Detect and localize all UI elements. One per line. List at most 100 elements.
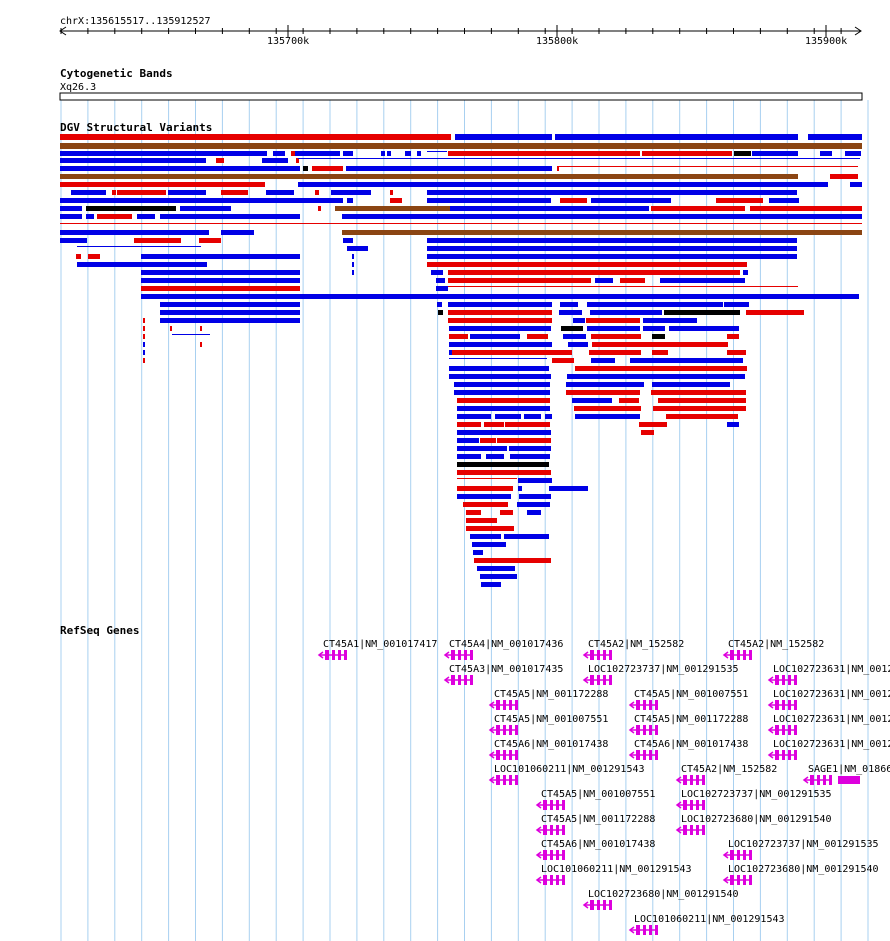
structural-variant[interactable] xyxy=(727,334,739,339)
structural-variant[interactable] xyxy=(180,206,204,211)
structural-variant[interactable] xyxy=(591,198,671,203)
structural-variant[interactable] xyxy=(567,374,589,379)
structural-variant[interactable] xyxy=(568,342,588,347)
structural-variant[interactable] xyxy=(143,318,145,323)
structural-variant[interactable] xyxy=(746,310,804,315)
gene-feature[interactable]: CT45A2|NM_152582 xyxy=(722,639,824,660)
structural-variant[interactable] xyxy=(752,151,798,156)
structural-variant[interactable] xyxy=(555,134,798,140)
structural-variant[interactable] xyxy=(390,198,402,203)
structural-variant[interactable] xyxy=(727,422,739,427)
gene-feature[interactable]: CT45A6|NM_001017438 xyxy=(535,839,655,860)
gene-feature[interactable]: LOC101060211|NM_001291543 xyxy=(628,914,785,935)
structural-variant[interactable] xyxy=(566,390,640,395)
structural-variant[interactable] xyxy=(77,246,201,247)
structural-variant[interactable] xyxy=(660,278,745,283)
cytoband-track[interactable]: Cytogenetic Bands Xq26.3 xyxy=(59,67,863,101)
structural-variant[interactable] xyxy=(639,422,667,427)
structural-variant[interactable] xyxy=(641,430,654,435)
structural-variant[interactable] xyxy=(449,342,552,347)
structural-variant[interactable] xyxy=(457,406,550,411)
structural-variant[interactable] xyxy=(60,223,862,224)
structural-variant[interactable] xyxy=(390,190,393,195)
structural-variant[interactable] xyxy=(436,286,448,291)
structural-variant[interactable] xyxy=(545,414,552,419)
structural-variant[interactable] xyxy=(160,318,300,323)
structural-variant[interactable] xyxy=(470,534,501,539)
structural-variant[interactable] xyxy=(141,278,300,283)
structural-variant[interactable] xyxy=(652,334,665,339)
structural-variant[interactable] xyxy=(143,350,145,355)
structural-variant[interactable] xyxy=(448,270,740,275)
refseq-track[interactable]: RefSeq Genes CT45A1|NM_001017417 CT45A4|N… xyxy=(60,624,890,935)
gene-feature[interactable]: CT45A5|NM_001007551 xyxy=(628,689,748,710)
structural-variant[interactable] xyxy=(466,510,481,515)
structural-variant[interactable] xyxy=(448,286,798,287)
structural-variant[interactable] xyxy=(457,470,551,475)
structural-variant[interactable] xyxy=(449,350,453,355)
structural-variant[interactable] xyxy=(141,286,300,291)
structural-variant[interactable] xyxy=(653,406,746,411)
structural-variant[interactable] xyxy=(652,382,730,387)
structural-variant[interactable] xyxy=(141,270,300,275)
structural-variant[interactable] xyxy=(221,190,248,195)
structural-variant[interactable] xyxy=(524,414,541,419)
gene-feature[interactable]: LOC101060211|NM_001291543 xyxy=(488,764,645,785)
structural-variant[interactable] xyxy=(86,214,94,219)
structural-variant[interactable] xyxy=(651,390,746,395)
structural-variant[interactable] xyxy=(200,326,202,331)
structural-variant[interactable] xyxy=(262,158,288,163)
structural-variant[interactable] xyxy=(457,494,511,499)
structural-variant[interactable] xyxy=(76,254,81,259)
structural-variant[interactable] xyxy=(845,151,861,156)
structural-variant[interactable] xyxy=(298,182,828,187)
cytoband-ideogram[interactable] xyxy=(59,92,863,101)
structural-variant[interactable] xyxy=(480,438,496,443)
gene-feature[interactable]: CT45A3|NM_001017435 xyxy=(443,664,563,685)
structural-variant[interactable] xyxy=(563,334,586,339)
gene-feature[interactable]: CT45A5|NM_001007551 xyxy=(488,714,608,735)
structural-variant[interactable] xyxy=(595,278,613,283)
structural-variant[interactable] xyxy=(750,206,862,211)
structural-variant[interactable] xyxy=(312,166,343,171)
structural-variant[interactable] xyxy=(769,198,799,203)
gene-feature[interactable]: LOC102723680|NM_001291540 xyxy=(675,814,832,835)
structural-variant[interactable] xyxy=(427,254,797,259)
structural-variant[interactable] xyxy=(160,302,300,307)
structural-variant[interactable] xyxy=(71,190,106,195)
structural-variant[interactable] xyxy=(347,198,353,203)
structural-variant[interactable] xyxy=(457,414,491,419)
structural-variant[interactable] xyxy=(457,438,479,443)
structural-variant[interactable] xyxy=(658,398,746,403)
structural-variant[interactable] xyxy=(457,478,517,479)
structural-variant[interactable] xyxy=(449,366,549,371)
structural-variant[interactable] xyxy=(143,358,145,363)
structural-variant[interactable] xyxy=(448,310,552,315)
structural-variant[interactable] xyxy=(347,246,368,251)
structural-variant[interactable] xyxy=(589,350,641,355)
structural-variant[interactable] xyxy=(587,302,723,307)
structural-variant[interactable] xyxy=(457,462,549,467)
structural-variant[interactable] xyxy=(517,502,550,507)
structural-variant[interactable] xyxy=(143,334,145,339)
structural-variant[interactable] xyxy=(117,190,166,195)
structural-variant[interactable] xyxy=(141,254,300,259)
structural-variant[interactable] xyxy=(60,238,87,243)
structural-variant[interactable] xyxy=(560,302,578,307)
structural-variant[interactable] xyxy=(60,182,265,187)
gene-feature[interactable]: CT45A6|NM_001017438 xyxy=(488,739,608,760)
structural-variant[interactable] xyxy=(559,310,582,315)
dgv-track[interactable]: DGV Structural Variants xyxy=(60,121,862,587)
structural-variant[interactable] xyxy=(60,166,300,171)
structural-variant[interactable] xyxy=(481,582,501,587)
structural-variant[interactable] xyxy=(352,262,354,267)
structural-variant[interactable] xyxy=(137,214,155,219)
gene-feature[interactable]: CT45A5|NM_001172288 xyxy=(535,814,655,835)
structural-variant[interactable] xyxy=(315,190,319,195)
structural-variant[interactable] xyxy=(587,326,640,331)
structural-variant[interactable] xyxy=(500,510,513,515)
structural-variant[interactable] xyxy=(60,214,82,219)
structural-variant[interactable] xyxy=(651,206,745,211)
structural-variant[interactable] xyxy=(216,158,224,163)
structural-variant[interactable] xyxy=(143,326,145,331)
